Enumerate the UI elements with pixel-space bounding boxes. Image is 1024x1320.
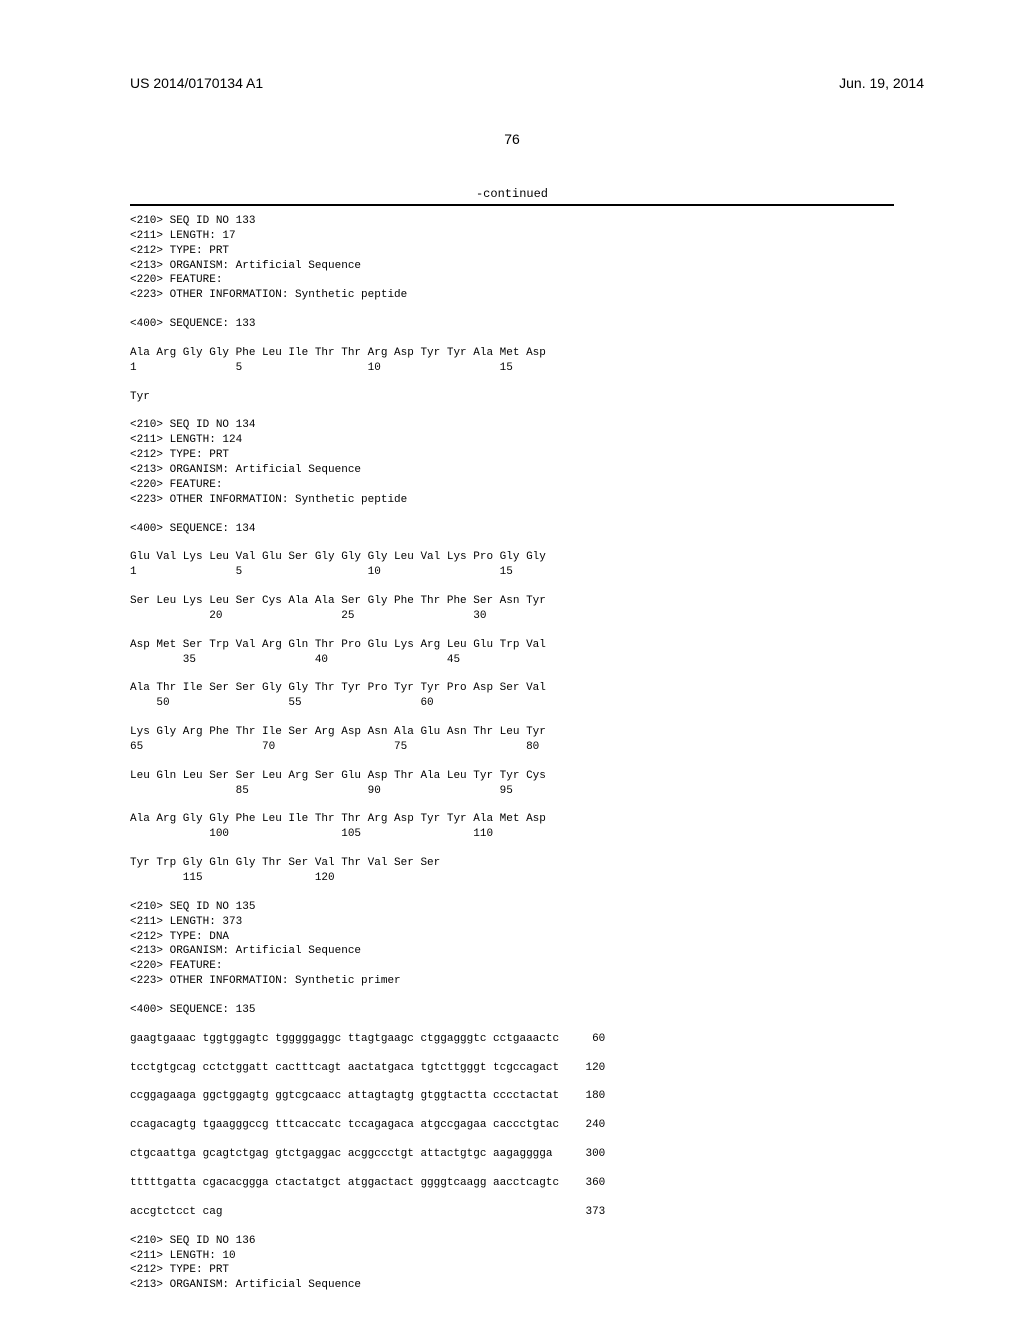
sequence-block: accgtctcct cag 373 [130, 1205, 894, 1220]
page-header: US 2014/0170134 A1 Jun. 19, 2014 [0, 0, 1024, 91]
sequence-line: <400> SEQUENCE: 134 [130, 522, 894, 537]
sequence-line: <223> OTHER INFORMATION: Synthetic pepti… [130, 493, 894, 508]
sequence-line: Ala Arg Gly Gly Phe Leu Ile Thr Thr Arg … [130, 812, 894, 827]
sequence-line: tttttgatta cgacacggga ctactatgct atggact… [130, 1176, 894, 1191]
sequence-block: tttttgatta cgacacggga ctactatgct atggact… [130, 1176, 894, 1191]
sequence-line: <220> FEATURE: [130, 478, 894, 493]
sequence-line: ccagacagtg tgaagggccg tttcaccatc tccagag… [130, 1118, 894, 1133]
sequence-block: <400> SEQUENCE: 133 [130, 317, 894, 332]
sequence-line: 1 5 10 15 [130, 361, 894, 376]
sequence-line: <220> FEATURE: [130, 273, 894, 288]
sequence-line: <210> SEQ ID NO 133 [130, 214, 894, 229]
sequence-block: <210> SEQ ID NO 135<211> LENGTH: 373<212… [130, 900, 894, 989]
sequence-block: Tyr Trp Gly Gln Gly Thr Ser Val Thr Val … [130, 856, 894, 886]
sequence-line: 50 55 60 [130, 696, 894, 711]
sequence-line: 115 120 [130, 871, 894, 886]
sequence-content: <210> SEQ ID NO 133<211> LENGTH: 17<212>… [0, 206, 1024, 1293]
sequence-line: 1 5 10 15 [130, 565, 894, 580]
sequence-block: Tyr [130, 390, 894, 405]
sequence-block: <210> SEQ ID NO 133<211> LENGTH: 17<212>… [130, 214, 894, 303]
sequence-line: Ala Arg Gly Gly Phe Leu Ile Thr Thr Arg … [130, 346, 894, 361]
sequence-block: tcctgtgcag cctctggatt cactttcagt aactatg… [130, 1061, 894, 1076]
sequence-line: <211> LENGTH: 10 [130, 1249, 894, 1264]
continued-label: -continued [0, 187, 1024, 201]
sequence-line: accgtctcct cag 373 [130, 1205, 894, 1220]
sequence-block: <210> SEQ ID NO 134<211> LENGTH: 124<212… [130, 418, 894, 507]
sequence-line: Glu Val Lys Leu Val Glu Ser Gly Gly Gly … [130, 550, 894, 565]
sequence-line: <213> ORGANISM: Artificial Sequence [130, 259, 894, 274]
header-left: US 2014/0170134 A1 [130, 75, 263, 91]
sequence-line: Tyr Trp Gly Gln Gly Thr Ser Val Thr Val … [130, 856, 894, 871]
sequence-block: ccagacagtg tgaagggccg tttcaccatc tccagag… [130, 1118, 894, 1133]
sequence-line: <211> LENGTH: 17 [130, 229, 894, 244]
sequence-line: <400> SEQUENCE: 133 [130, 317, 894, 332]
sequence-line: Ala Thr Ile Ser Ser Gly Gly Thr Tyr Pro … [130, 681, 894, 696]
sequence-block: <400> SEQUENCE: 134 [130, 522, 894, 537]
sequence-block: <400> SEQUENCE: 135 [130, 1003, 894, 1018]
sequence-block: Ala Thr Ile Ser Ser Gly Gly Thr Tyr Pro … [130, 681, 894, 711]
sequence-line: <212> TYPE: PRT [130, 244, 894, 259]
sequence-block: Glu Val Lys Leu Val Glu Ser Gly Gly Gly … [130, 550, 894, 580]
sequence-line: <213> ORGANISM: Artificial Sequence [130, 1278, 894, 1293]
sequence-line: ctgcaattga gcagtctgag gtctgaggac acggccc… [130, 1147, 894, 1162]
sequence-line: 85 90 95 [130, 784, 894, 799]
sequence-line: Tyr [130, 390, 894, 405]
sequence-line: 20 25 30 [130, 609, 894, 624]
sequence-line: <211> LENGTH: 373 [130, 915, 894, 930]
sequence-block: Ala Arg Gly Gly Phe Leu Ile Thr Thr Arg … [130, 346, 894, 376]
sequence-line: <213> ORGANISM: Artificial Sequence [130, 463, 894, 478]
sequence-block: gaagtgaaac tggtggagtc tgggggaggc ttagtga… [130, 1032, 894, 1047]
header-right: Jun. 19, 2014 [839, 75, 924, 91]
sequence-line: <213> ORGANISM: Artificial Sequence [130, 944, 894, 959]
sequence-line: <212> TYPE: DNA [130, 930, 894, 945]
sequence-line: <212> TYPE: PRT [130, 1263, 894, 1278]
sequence-line: 65 70 75 80 [130, 740, 894, 755]
sequence-block: ccggagaaga ggctggagtg ggtcgcaacc attagta… [130, 1089, 894, 1104]
sequence-block: Ala Arg Gly Gly Phe Leu Ile Thr Thr Arg … [130, 812, 894, 842]
sequence-line: Lys Gly Arg Phe Thr Ile Ser Arg Asp Asn … [130, 725, 894, 740]
sequence-line: 100 105 110 [130, 827, 894, 842]
sequence-block: Ser Leu Lys Leu Ser Cys Ala Ala Ser Gly … [130, 594, 894, 624]
sequence-line: <220> FEATURE: [130, 959, 894, 974]
sequence-block: Asp Met Ser Trp Val Arg Gln Thr Pro Glu … [130, 638, 894, 668]
page-number: 76 [0, 131, 1024, 147]
sequence-line: Asp Met Ser Trp Val Arg Gln Thr Pro Glu … [130, 638, 894, 653]
sequence-line: <212> TYPE: PRT [130, 448, 894, 463]
sequence-line: tcctgtgcag cctctggatt cactttcagt aactatg… [130, 1061, 894, 1076]
sequence-line: <210> SEQ ID NO 136 [130, 1234, 894, 1249]
sequence-block: Leu Gln Leu Ser Ser Leu Arg Ser Glu Asp … [130, 769, 894, 799]
sequence-line: <223> OTHER INFORMATION: Synthetic pepti… [130, 288, 894, 303]
sequence-line: Ser Leu Lys Leu Ser Cys Ala Ala Ser Gly … [130, 594, 894, 609]
sequence-line: <223> OTHER INFORMATION: Synthetic prime… [130, 974, 894, 989]
sequence-line: Leu Gln Leu Ser Ser Leu Arg Ser Glu Asp … [130, 769, 894, 784]
sequence-line: <400> SEQUENCE: 135 [130, 1003, 894, 1018]
sequence-line: 35 40 45 [130, 653, 894, 668]
sequence-block: ctgcaattga gcagtctgag gtctgaggac acggccc… [130, 1147, 894, 1162]
sequence-line: gaagtgaaac tggtggagtc tgggggaggc ttagtga… [130, 1032, 894, 1047]
sequence-line: <210> SEQ ID NO 134 [130, 418, 894, 433]
sequence-line: <210> SEQ ID NO 135 [130, 900, 894, 915]
sequence-block: <210> SEQ ID NO 136<211> LENGTH: 10<212>… [130, 1234, 894, 1293]
sequence-line: ccggagaaga ggctggagtg ggtcgcaacc attagta… [130, 1089, 894, 1104]
sequence-line: <211> LENGTH: 124 [130, 433, 894, 448]
sequence-block: Lys Gly Arg Phe Thr Ile Ser Arg Asp Asn … [130, 725, 894, 755]
